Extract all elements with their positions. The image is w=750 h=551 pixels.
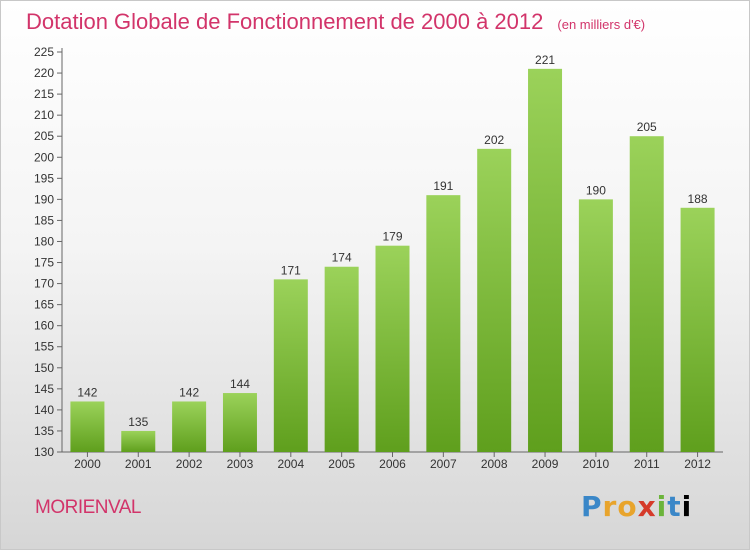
bar-value-label: 174 xyxy=(332,251,352,265)
x-tick-label: 2002 xyxy=(176,457,203,471)
bar-value-label: 202 xyxy=(484,133,504,147)
chart-title: Dotation Globale de Fonctionnement de 20… xyxy=(26,9,645,35)
bar xyxy=(121,430,156,452)
bar-value-label: 144 xyxy=(230,377,250,391)
bar-value-label: 205 xyxy=(637,120,657,134)
y-tick-label: 215 xyxy=(34,87,54,101)
proxiti-logo: Proxiti xyxy=(581,490,693,523)
y-tick-label: 130 xyxy=(34,445,54,459)
x-tick-label: 2005 xyxy=(328,457,355,471)
x-tick-label: 2000 xyxy=(74,457,101,471)
y-tick-label: 175 xyxy=(34,256,54,270)
y-tick-label: 145 xyxy=(34,382,54,396)
bar xyxy=(375,245,410,452)
y-tick-label: 165 xyxy=(34,298,54,312)
x-tick-label: 2004 xyxy=(277,457,304,471)
bar xyxy=(273,279,308,452)
y-tick-label: 150 xyxy=(34,361,54,375)
title-text: Dotation Globale de Fonctionnement de 20… xyxy=(26,9,544,34)
y-tick-label: 225 xyxy=(34,45,54,59)
bar-value-label: 171 xyxy=(281,263,301,277)
y-tick-label: 210 xyxy=(34,108,54,122)
commune-name: MORIENVAL xyxy=(35,497,142,518)
y-tick-label: 155 xyxy=(34,340,54,354)
y-tick-label: 170 xyxy=(34,277,54,291)
x-tick-label: 2012 xyxy=(684,457,711,471)
bar xyxy=(477,148,512,452)
bar-value-label: 188 xyxy=(688,192,708,206)
chart-subtitle: (en milliers d'€) xyxy=(557,17,646,32)
x-tick-label: 2009 xyxy=(532,457,559,471)
bar-value-label: 179 xyxy=(382,230,402,244)
x-tick-label: 2010 xyxy=(583,457,610,471)
bar xyxy=(578,199,613,452)
bar xyxy=(222,393,257,452)
x-tick-label: 2008 xyxy=(481,457,508,471)
y-tick-label: 200 xyxy=(34,150,54,164)
x-tick-label: 2011 xyxy=(634,457,660,471)
y-tick-label: 220 xyxy=(34,66,54,80)
y-tick-label: 160 xyxy=(34,319,54,333)
bar xyxy=(324,266,359,452)
bar xyxy=(426,195,461,452)
bar-value-label: 191 xyxy=(433,179,453,193)
bar-value-label: 142 xyxy=(77,385,97,399)
y-tick-label: 135 xyxy=(34,424,54,438)
bar-value-label: 135 xyxy=(128,415,148,429)
x-tick-label: 2006 xyxy=(379,457,406,471)
y-tick-label: 190 xyxy=(34,192,54,206)
y-tick-label: 195 xyxy=(34,171,54,185)
y-tick-label: 180 xyxy=(34,234,54,248)
bar xyxy=(172,401,207,452)
bar xyxy=(629,136,664,453)
y-tick-label: 205 xyxy=(34,129,54,143)
bar xyxy=(70,401,105,452)
bar xyxy=(680,207,715,452)
bar xyxy=(528,68,563,452)
bar-value-label: 221 xyxy=(535,53,555,67)
y-tick-label: 185 xyxy=(34,213,54,227)
bar-value-label: 190 xyxy=(586,183,606,197)
y-tick-label: 140 xyxy=(34,403,54,417)
x-tick-label: 2007 xyxy=(430,457,457,471)
bar-value-label: 142 xyxy=(179,385,199,399)
x-tick-label: 2003 xyxy=(227,457,254,471)
x-tick-label: 2001 xyxy=(125,457,152,471)
